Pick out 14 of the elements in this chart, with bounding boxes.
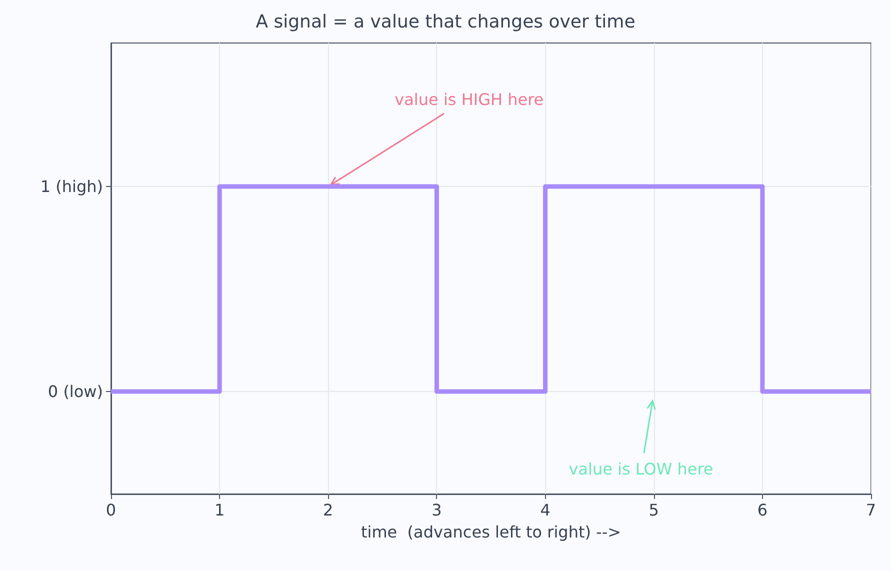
- y-tick-label: 0 (low): [48, 382, 103, 401]
- x-tick-label: 7: [866, 500, 876, 520]
- x-tick-label: 3: [432, 500, 442, 520]
- x-tick-label: 1: [214, 500, 225, 520]
- x-tick-label: 6: [757, 500, 768, 520]
- x-tick-label: 2: [323, 500, 334, 520]
- x-axis-title: time (advances left to right) -->: [360, 522, 622, 542]
- y-tick-label: 1 (high): [40, 177, 103, 196]
- x-tick-label: 0: [106, 500, 116, 520]
- x-tick-label: 5: [648, 500, 659, 520]
- chart-title: A signal = a value that changes over time: [256, 12, 636, 32]
- annotation: value is LOW here: [568, 460, 714, 478]
- x-tick-label: 4: [540, 500, 550, 520]
- annotation: value is HIGH here: [394, 90, 544, 109]
